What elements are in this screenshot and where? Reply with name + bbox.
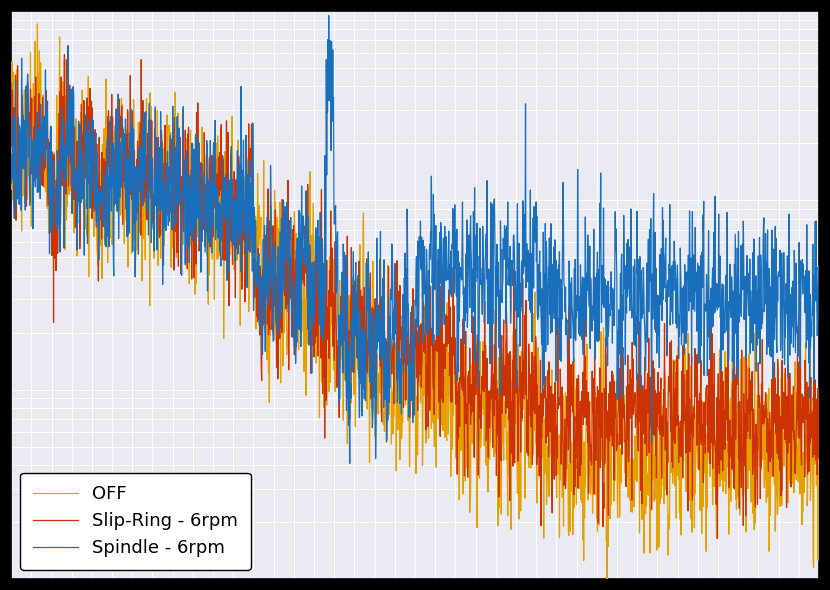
OFF (791, 476, 801, 483)
Slip-Ring - 6rpm (791, 441, 801, 448)
OFF (643, 485, 653, 492)
Spindle - 6rpm (643, 265, 653, 272)
Spindle - 6rpm (344, 460, 354, 467)
Slip-Ring - 6rpm (60, 51, 70, 58)
Spindle - 6rpm (378, 281, 388, 289)
OFF (399, 314, 409, 322)
Spindle - 6rpm (6, 166, 16, 173)
Line: Spindle - 6rpm: Spindle - 6rpm (11, 15, 819, 463)
Line: Slip-Ring - 6rpm: Slip-Ring - 6rpm (11, 55, 819, 538)
Slip-Ring - 6rpm (399, 348, 409, 355)
Spindle - 6rpm (814, 263, 824, 270)
Spindle - 6rpm (791, 307, 801, 314)
Slip-Ring - 6rpm (47, 148, 57, 155)
Spindle - 6rpm (47, 227, 57, 234)
OFF (378, 306, 388, 313)
Slip-Ring - 6rpm (814, 385, 824, 392)
Spindle - 6rpm (791, 260, 801, 267)
Slip-Ring - 6rpm (642, 370, 652, 377)
Slip-Ring - 6rpm (378, 354, 388, 361)
OFF (6, 116, 16, 123)
OFF (791, 389, 801, 396)
Legend: OFF, Slip-Ring - 6rpm, Spindle - 6rpm: OFF, Slip-Ring - 6rpm, Spindle - 6rpm (20, 473, 251, 570)
OFF (603, 578, 613, 585)
Spindle - 6rpm (400, 310, 410, 317)
Slip-Ring - 6rpm (712, 535, 722, 542)
OFF (814, 398, 824, 405)
Line: OFF: OFF (11, 24, 819, 581)
OFF (32, 20, 42, 27)
Slip-Ring - 6rpm (6, 79, 16, 86)
Spindle - 6rpm (324, 12, 334, 19)
Slip-Ring - 6rpm (791, 427, 801, 434)
OFF (48, 186, 58, 193)
